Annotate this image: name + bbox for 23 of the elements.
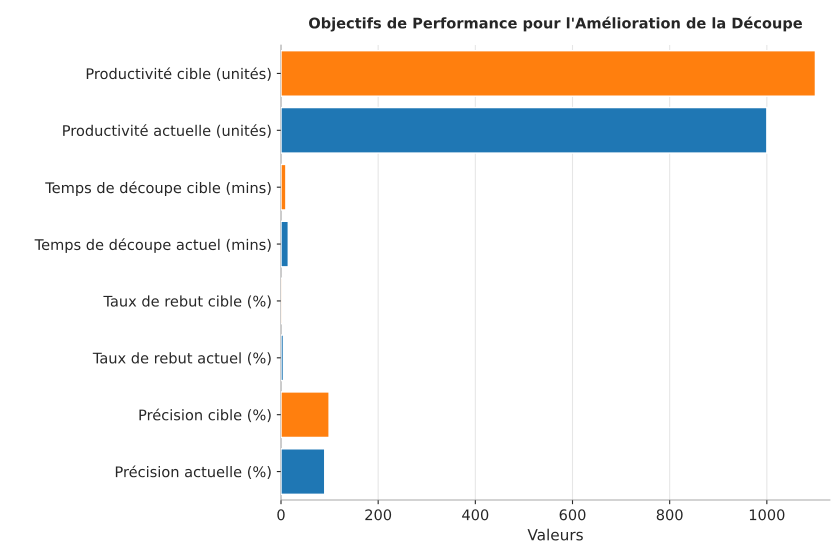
bar xyxy=(281,106,768,154)
x-tick-label: 200 xyxy=(365,509,392,520)
x-tick-label: 1000 xyxy=(750,509,784,520)
bar xyxy=(281,164,287,211)
bar xyxy=(281,448,326,496)
y-tick-label: Taux de rebut cible (%) xyxy=(103,295,271,308)
chart-title: Objectifs de Performance pour l'Amélioration de la Découpe xyxy=(309,16,802,32)
y-tick-label: Temps de découpe cible (mins) xyxy=(45,181,271,196)
y-tick-label: Taux de rebut actuel (%) xyxy=(92,352,271,366)
bar xyxy=(281,391,330,438)
y-tick-label: Précision actuelle (%) xyxy=(116,465,271,480)
x-tick-label: 0 xyxy=(277,509,285,520)
bar xyxy=(281,220,289,268)
x-axis-title: Valeurs xyxy=(528,528,583,541)
y-tick-label: Temps de découpe actuel (mins) xyxy=(34,238,271,253)
x-tick-label: 400 xyxy=(462,509,488,520)
x-tick-label: 600 xyxy=(560,509,586,520)
y-tick-label: Précision cible (%) xyxy=(139,408,271,422)
y-tick-label: Productivité cible (unités) xyxy=(86,67,271,81)
bar xyxy=(281,50,816,97)
x-tick-label: 800 xyxy=(656,509,683,520)
y-tick-label: Productivité actuelle (unités) xyxy=(63,124,271,138)
bar xyxy=(281,334,284,382)
